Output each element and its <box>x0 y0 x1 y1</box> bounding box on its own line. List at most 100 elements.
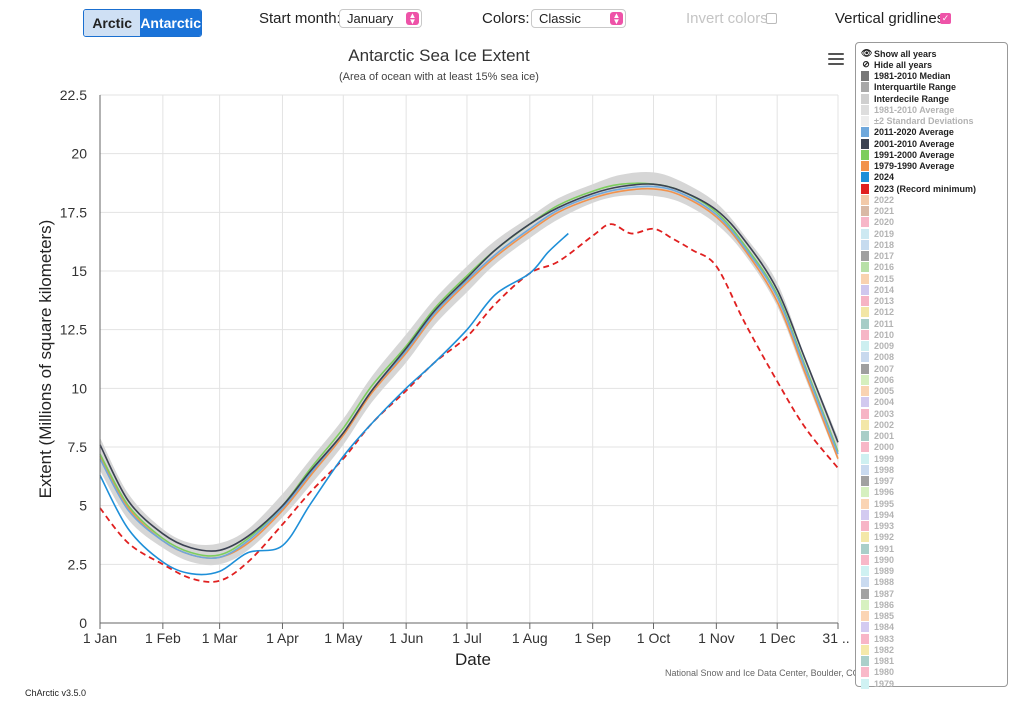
legend-item[interactable]: 1983 <box>861 633 894 644</box>
legend-label: 1986 <box>874 599 895 610</box>
legend-swatch <box>861 419 869 430</box>
select-arrow-icon: ▲ ▼ <box>406 12 419 26</box>
chart-menu-icon[interactable] <box>828 53 844 67</box>
legend-item[interactable]: 1979-1990 Average <box>861 161 954 172</box>
credit-text: National Snow and Ice Data Center, Bould… <box>665 668 860 678</box>
y-tick-label: 7.5 <box>68 439 88 455</box>
legend-item[interactable]: 1989 <box>861 566 894 577</box>
legend-item[interactable]: 2005 <box>861 386 894 397</box>
legend-item[interactable]: 2014 <box>861 284 894 295</box>
antarctic-button[interactable]: Antarctic <box>140 10 201 36</box>
colors-select[interactable]: Classic ▲ ▼ <box>531 9 626 28</box>
legend-item[interactable]: 2000 <box>861 442 894 453</box>
legend-item[interactable]: 2008 <box>861 352 894 363</box>
legend-item[interactable]: 1993 <box>861 521 894 532</box>
legend-label: Interquartile Range <box>874 82 957 93</box>
x-tick-label: 1 Feb <box>145 630 181 646</box>
legend-item[interactable]: 2004 <box>861 397 894 408</box>
legend-item[interactable]: 1998 <box>861 464 894 475</box>
legend-item[interactable]: ⊘ Hide all years <box>861 59 932 70</box>
legend-item[interactable]: 2011-2020 Average <box>861 127 954 138</box>
legend-item[interactable]: 2012 <box>861 307 894 318</box>
legend-swatch <box>861 644 869 655</box>
legend-label: 2018 <box>874 239 895 250</box>
legend-item[interactable]: 2003 <box>861 408 894 419</box>
legend-label: Interdecile Range <box>874 93 950 104</box>
legend-item[interactable]: 1985 <box>861 611 894 622</box>
legend-item[interactable]: 1979 <box>861 678 894 689</box>
legend-item[interactable]: 1994 <box>861 509 894 520</box>
legend-swatch <box>861 116 869 126</box>
invert-colors-checkbox[interactable] <box>766 13 777 24</box>
legend-swatch <box>861 678 869 689</box>
vertical-gridlines-checkbox[interactable]: ✓ <box>940 13 951 24</box>
legend-item[interactable]: 2006 <box>861 374 894 385</box>
legend-label: 2004 <box>874 397 895 408</box>
legend-item[interactable]: 2001 <box>861 431 894 442</box>
legend-item[interactable]: 1981-2010 Average <box>861 104 954 115</box>
legend-item[interactable]: 1999 <box>861 453 894 464</box>
legend-item[interactable]: ±2 Standard Deviations <box>861 116 973 127</box>
legend-label: 2024 <box>874 172 895 183</box>
legend-label: 1984 <box>874 622 895 633</box>
arctic-button[interactable]: Arctic <box>84 10 141 36</box>
legend-swatch <box>861 554 869 565</box>
legend-item[interactable]: 1991-2000 Average <box>861 149 954 160</box>
legend-swatch <box>861 464 869 475</box>
legend-label: 2008 <box>874 352 895 363</box>
legend-item[interactable]: 2021 <box>861 206 894 217</box>
legend-item[interactable]: 👁 Show all years <box>861 48 937 59</box>
start-month-select[interactable]: January ▲ ▼ <box>339 9 422 28</box>
sea-ice-chart: 0 2.5 5 7.5 10 12.5 15 17.5 20 22.5 1 Jan 1 Feb 1 Ma… <box>36 46 850 669</box>
legend-item[interactable]: 1997 <box>861 476 894 487</box>
legend-item[interactable]: Interquartile Range <box>861 82 956 93</box>
legend-item[interactable]: 1986 <box>861 599 894 610</box>
version-text: ChArctic v3.5.0 <box>25 688 87 698</box>
x-tick-label: 1 Aug <box>512 630 548 646</box>
legend-item[interactable]: 2020 <box>861 217 894 228</box>
legend-item[interactable]: 1992 <box>861 532 894 543</box>
legend-item[interactable]: Interdecile Range <box>861 93 949 104</box>
legend-item[interactable]: 1990 <box>861 554 894 565</box>
legend-item[interactable]: 2011 <box>861 318 894 329</box>
legend-item[interactable]: 1996 <box>861 487 894 498</box>
legend-swatch <box>861 262 869 273</box>
legend-label: 2006 <box>874 374 895 385</box>
legend-item[interactable]: 2022 <box>861 194 894 205</box>
legend-item[interactable]: 1991 <box>861 543 894 554</box>
legend-item[interactable]: 2013 <box>861 296 894 307</box>
legend-swatch <box>861 206 869 216</box>
legend-item[interactable]: 1981 <box>861 656 894 667</box>
legend-item[interactable]: 2024 <box>861 172 894 183</box>
legend-item[interactable]: 2009 <box>861 341 894 352</box>
legend-label: 1997 <box>874 476 895 486</box>
legend-item[interactable]: 1984 <box>861 622 894 633</box>
legend-item[interactable]: 1987 <box>861 588 894 599</box>
legend-item[interactable]: 1982 <box>861 644 894 655</box>
legend-label: 1985 <box>874 611 895 621</box>
legend-label: 1998 <box>874 464 895 475</box>
legend-item[interactable]: 2002 <box>861 419 894 430</box>
legend-swatch <box>861 532 869 543</box>
legend-item[interactable]: 2017 <box>861 251 894 262</box>
legend-item[interactable]: 2007 <box>861 363 894 374</box>
legend-item[interactable]: 1988 <box>861 577 894 588</box>
legend-item[interactable]: 2019 <box>861 228 894 239</box>
series-line-2001-2010-average <box>99 183 839 552</box>
legend-label: 2002 <box>874 419 895 430</box>
legend-swatch <box>861 183 869 194</box>
legend-label: 2021 <box>874 206 895 216</box>
legend-label: 1981 <box>874 656 895 666</box>
legend-item[interactable]: 2023 (Record minimum) <box>861 183 976 194</box>
chart-title: Antarctic Sea Ice Extent <box>348 46 530 65</box>
legend-item[interactable]: 2016 <box>861 262 894 273</box>
legend-item[interactable]: 1995 <box>861 498 894 509</box>
legend-item[interactable]: 2010 <box>861 329 894 340</box>
legend-item[interactable]: 2015 <box>861 273 894 284</box>
legend-item[interactable]: 1981-2010 Median <box>861 71 951 82</box>
colors-label: Colors: <box>482 10 530 27</box>
legend-item[interactable]: 2018 <box>861 239 894 250</box>
legend-item[interactable]: 2001-2010 Average <box>861 138 954 149</box>
x-tick-label: 1 Dec <box>759 630 796 646</box>
legend-item[interactable]: 1980 <box>861 667 894 678</box>
